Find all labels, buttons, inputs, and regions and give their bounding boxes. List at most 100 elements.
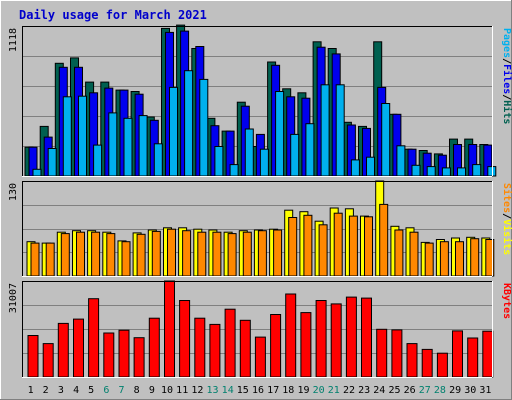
bar-sites-day-24: [379, 203, 389, 277]
x-tick-label-day-23: 23: [358, 385, 370, 396]
x-tick-label-day-13: 13: [206, 385, 218, 396]
bar-pages-day-5: [93, 144, 103, 177]
x-tick-label-day-18: 18: [282, 385, 294, 396]
bar-pages-day-29: [457, 167, 466, 177]
x-tick-label-day-25: 25: [388, 385, 400, 396]
bar-sites-day-3: [60, 233, 70, 277]
panel-max-label-requests: 1118: [8, 28, 19, 52]
bar-pages-day-7: [123, 117, 133, 177]
bar-kbytes-day-10: [164, 280, 175, 378]
x-tick-label-day-9: 9: [149, 385, 155, 396]
bar-pages-day-15: [244, 128, 254, 177]
bar-kbytes-day-18: [285, 293, 297, 378]
bar-pages-day-1: [32, 168, 42, 177]
x-tick-label-day-31: 31: [479, 385, 491, 396]
bar-sites-day-27: [424, 242, 434, 277]
bar-kbytes-day-22: [345, 296, 357, 378]
bar-kbytes-day-12: [194, 317, 206, 378]
bar-sites-day-6: [106, 233, 116, 277]
panel-requests: 1118 Pages/Files/Hits: [8, 24, 512, 177]
bar-pages-day-30: [472, 164, 482, 177]
bar-sites-day-28: [439, 241, 449, 277]
bar-kbytes-day-24: [376, 328, 388, 378]
x-tick-label-day-2: 2: [43, 385, 49, 396]
bar-pages-day-26: [411, 164, 421, 177]
bar-pages-day-4: [78, 95, 87, 177]
bar-kbytes-day-29: [452, 330, 463, 378]
bar-kbytes-day-3: [57, 322, 69, 378]
legend-separator: /: [501, 213, 512, 219]
bar-kbytes-day-2: [42, 343, 54, 378]
bar-kbytes-day-1: [27, 335, 39, 378]
legend-separator: /: [501, 94, 512, 100]
panel-legend-visitors: Sites/Visits: [501, 183, 512, 255]
x-tick-label-day-21: 21: [328, 385, 340, 396]
bar-pages-day-6: [108, 112, 118, 177]
x-tick-label-day-6: 6: [103, 385, 109, 396]
bar-pages-day-3: [62, 96, 72, 177]
bar-kbytes-day-31: [482, 330, 494, 378]
bar-kbytes-day-23: [361, 297, 372, 378]
bar-kbytes-day-25: [391, 329, 403, 378]
bar-pages-day-21: [335, 84, 345, 177]
legend-hits: Hits: [501, 100, 512, 124]
bar-sites-day-25: [394, 229, 404, 277]
bar-pages-day-19: [305, 123, 315, 177]
legend-visits: Visits: [501, 219, 512, 255]
bar-kbytes-day-21: [330, 303, 342, 378]
bars-visitors: [26, 180, 495, 277]
bar-sites-day-7: [121, 241, 131, 277]
bar-kbytes-day-15: [239, 319, 251, 378]
bar-sites-day-18: [288, 217, 298, 277]
bar-kbytes-day-26: [406, 343, 418, 378]
bar-sites-day-17: [273, 229, 283, 277]
bar-kbytes-day-19: [300, 312, 312, 378]
x-tick-label-day-17: 17: [267, 385, 279, 396]
bar-sites-day-8: [136, 233, 146, 277]
bar-kbytes-day-30: [467, 337, 479, 378]
bar-kbytes-day-28: [436, 352, 448, 378]
bar-kbytes-day-7: [118, 329, 130, 378]
bar-sites-day-16: [257, 230, 267, 277]
bar-pages-day-23: [366, 156, 375, 177]
bar-sites-day-9: [151, 230, 161, 277]
panel-visitors: 130 Sites/Visits: [8, 180, 512, 277]
bar-sites-day-1: [30, 242, 40, 277]
bar-sites-day-10: [167, 228, 176, 277]
panel-max-label-kbytes: 31007: [8, 283, 19, 313]
bar-pages-day-22: [350, 159, 360, 177]
bar-sites-day-11: [182, 230, 192, 277]
bar-sites-day-13: [212, 231, 222, 277]
bar-pages-day-11: [184, 70, 194, 177]
bars-requests: [24, 24, 497, 177]
bar-pages-day-13: [214, 146, 224, 177]
panel-kbytes: 31007 KBytes: [8, 280, 512, 378]
legend-pages: Pages: [501, 28, 512, 58]
bar-pages-day-31: [487, 166, 497, 177]
bar-pages-day-12: [199, 78, 209, 177]
bar-pages-day-8: [138, 115, 148, 177]
bar-sites-day-5: [91, 231, 101, 277]
bar-pages-day-20: [320, 84, 330, 177]
bar-kbytes-day-14: [224, 308, 236, 378]
bar-sites-day-15: [242, 231, 252, 277]
bar-kbytes-day-8: [133, 337, 145, 378]
bar-pages-day-16: [259, 148, 269, 177]
x-tick-label-day-15: 15: [237, 385, 249, 396]
bars-kbytes: [27, 280, 494, 378]
bar-sites-day-22: [348, 215, 358, 277]
bar-pages-day-10: [169, 86, 178, 177]
bar-kbytes-day-20: [315, 300, 327, 378]
bar-pages-day-2: [47, 148, 57, 177]
bar-sites-day-23: [364, 216, 373, 277]
bar-sites-day-2: [45, 242, 55, 277]
bar-pages-day-24: [381, 103, 391, 177]
bar-sites-day-20: [318, 224, 328, 277]
bar-sites-day-30: [470, 238, 480, 277]
bar-sites-day-19: [303, 214, 313, 277]
bar-sites-day-14: [227, 233, 237, 277]
x-tick-label-day-24: 24: [373, 385, 385, 396]
x-tick-label-day-29: 29: [449, 385, 461, 396]
legend-separator: /: [501, 58, 512, 64]
bar-pages-day-18: [290, 133, 300, 177]
